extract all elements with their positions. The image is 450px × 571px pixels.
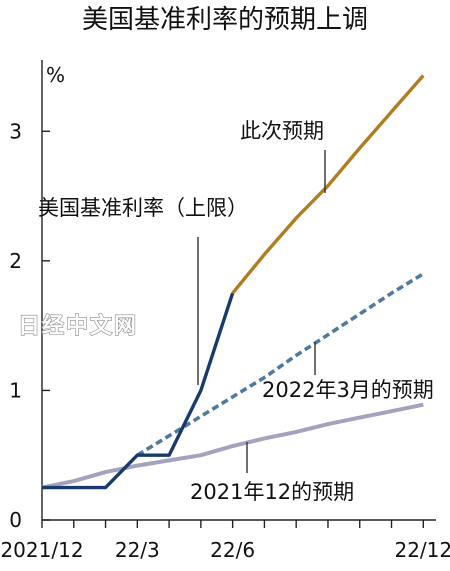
watermark: 日经中文网: [18, 313, 138, 339]
axes: 0 1 2 3 2021/12 22/3 22/6 22/12: [0, 60, 450, 562]
label-december-forecast: 2021年12的预期: [190, 480, 354, 504]
y-axis-unit: %: [46, 63, 65, 87]
x-tick-label: 22/6: [210, 538, 255, 562]
label-policy-rate: 美国基准利率（上限）: [38, 196, 248, 220]
y-tick-label: 1: [9, 378, 22, 402]
y-tick-label: 3: [9, 119, 22, 143]
x-tick-label: 2021/12: [0, 538, 83, 562]
series-line-1: [231, 74, 425, 295]
label-march-forecast: 2022年3月的预期: [262, 378, 434, 402]
x-tick-label: 22/3: [115, 538, 160, 562]
x-tick-label: 22/12: [394, 538, 450, 562]
y-tick-label: 2: [9, 249, 22, 273]
y-tick-label: 0: [9, 508, 22, 532]
series-line-3: [41, 402, 424, 490]
label-current-forecast: 此次预期: [240, 119, 324, 143]
chart-title: 美国基准利率的预期上调: [82, 5, 368, 35]
series-layer: [41, 74, 425, 490]
series-line-0: [42, 292, 235, 490]
series-line-2: [136, 272, 425, 457]
